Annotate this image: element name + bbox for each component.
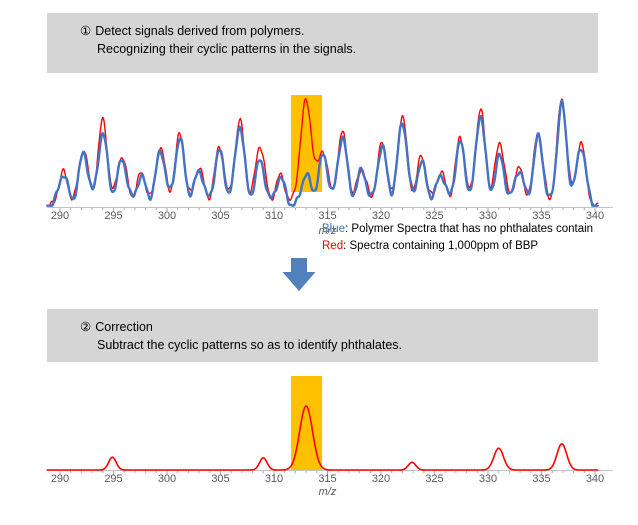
x-tick-label: 330 xyxy=(479,210,497,222)
step1-title-line: ① Detect signals derived from polymers. xyxy=(80,22,588,40)
x-axis: 290 295 300 305 310 315 320 325 330 335 340 m/z xyxy=(47,470,613,498)
x-tick-label: 320 xyxy=(372,473,390,485)
x-tick-label: 340 xyxy=(586,210,604,222)
step1-subtitle: Recognizing their cyclic patterns in the… xyxy=(97,42,357,56)
step1-number: ① xyxy=(80,24,92,38)
legend-blue-text: : Polymer Spectra that has no phthalates… xyxy=(345,223,594,235)
down-arrow-icon xyxy=(282,258,316,291)
top_spectrum-svg: 290 295 300 305 310 315 320 325 330 335 340 m/z xyxy=(46,95,613,237)
x-tick-label: 315 xyxy=(318,473,336,485)
legend-item-blue: Blue: Polymer Spectra that has no phthal… xyxy=(322,221,638,238)
x-axis: 290 295 300 305 310 315 320 325 330 335 340 m/z xyxy=(47,207,613,237)
step2-title-line: ② Correction xyxy=(80,318,588,336)
x-tick-label: 290 xyxy=(51,473,69,485)
x-tick-label: 335 xyxy=(532,210,550,222)
x-tick-label: 335 xyxy=(532,473,550,485)
step2-header: ② Correction Subtract the cyclic patterns… xyxy=(47,309,598,362)
x-tick-label: 310 xyxy=(265,210,283,222)
chart-legend: Blue: Polymer Spectra that has no phthal… xyxy=(322,221,638,255)
corrected_spectrum-svg: 290 295 300 305 310 315 320 325 330 335 340 m/z xyxy=(46,376,613,498)
polymer-spectrum-chart: 290 295 300 305 310 315 320 325 330 335 340 m/z xyxy=(0,78,638,240)
step2-number: ② xyxy=(80,320,92,334)
x-tick-label: 315 xyxy=(318,210,336,222)
x-tick-label: 330 xyxy=(479,473,497,485)
step1-title: Detect signals derived from polymers. xyxy=(95,24,305,38)
blue-trace xyxy=(46,99,599,207)
x-tick-label: 295 xyxy=(104,473,122,485)
x-tick-label: 295 xyxy=(104,210,122,222)
x-axis-label: m/z xyxy=(319,225,337,237)
legend-item-red: Red: Spectra containing 1,000ppm of BBP xyxy=(322,238,638,255)
legend-blue-label: Blue xyxy=(322,223,346,235)
red-trace xyxy=(46,405,599,471)
red-trace xyxy=(46,97,599,207)
x-tick-label: 300 xyxy=(158,210,176,222)
legend-red-text: : Spectra containing 1,000ppm of BBP xyxy=(343,240,539,252)
step2-subtitle: Subtract the cyclic patterns so as to id… xyxy=(97,338,403,352)
corrected-spectrum-chart: 290 295 300 305 310 315 320 325 330 335 340 m/z xyxy=(0,368,638,525)
x-tick-label: 325 xyxy=(425,210,443,222)
legend-red-label: Red xyxy=(322,240,344,252)
step1-header: ① Detect signals derived from polymers. R… xyxy=(47,13,598,73)
x-tick-label: 320 xyxy=(372,210,390,222)
x-tick-label: 305 xyxy=(211,473,229,485)
x-axis-label: m/z xyxy=(319,486,337,498)
x-tick-label: 340 xyxy=(586,473,604,485)
x-tick-label: 325 xyxy=(425,473,443,485)
x-tick-label: 300 xyxy=(158,473,176,485)
step2-title: Correction xyxy=(95,320,153,334)
x-tick-label: 290 xyxy=(51,210,69,222)
x-tick-label: 310 xyxy=(265,473,283,485)
x-tick-label: 305 xyxy=(211,210,229,222)
